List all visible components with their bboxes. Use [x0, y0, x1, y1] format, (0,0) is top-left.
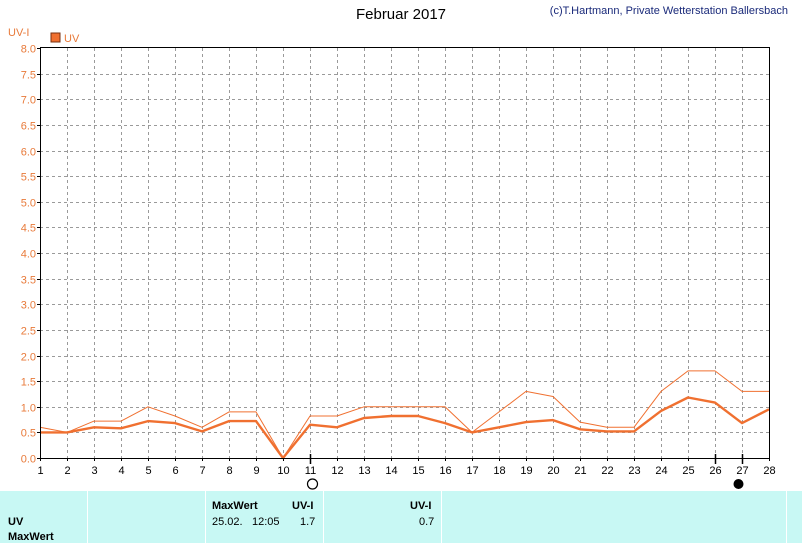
y-tick-label: 7.5: [21, 70, 36, 82]
summary-table: MaxWert UV-I UV-I UV 25.02. 12:05 1.7 0.…: [0, 490, 802, 543]
plot-frame: [40, 47, 770, 459]
x-tick-label: 26: [709, 465, 721, 477]
header-maxwert: MaxWert: [212, 500, 258, 512]
y-tick-label: 6.5: [21, 121, 36, 133]
x-tick-label: 4: [118, 465, 124, 477]
y-tick-label: 3.0: [21, 300, 36, 312]
x-tick-label: 2: [64, 465, 70, 477]
max-time: 12:05: [252, 516, 280, 528]
row-label-maxwert: MaxWert: [8, 531, 54, 543]
x-tick-labels: 1 2 3 4 5 6 7 8 9 10 11 12 13 14 15 16 17 18 19 20 21 22 23 24 2…: [37, 458, 776, 477]
x-tick-label: 12: [331, 465, 343, 477]
x-tick-label: 13: [358, 465, 370, 477]
y-tick-label: 4.0: [21, 249, 36, 261]
y-tick-label: 8.0: [21, 44, 36, 56]
series-lines: [39, 370, 770, 460]
y-tick-labels: 0.0 0.5 1.0 1.5 2.0 2.5 3.0 3.5 4.0 4.5 5.0 5.5 6.0 6…: [21, 44, 40, 466]
x-tick-label: 23: [628, 465, 640, 477]
y-tick-label: 2.5: [21, 326, 36, 338]
x-tick-label: 6: [172, 465, 178, 477]
header-uv-i-max: UV-I: [292, 500, 314, 512]
y-tick-label: 0.0: [21, 454, 36, 466]
x-tick-label: 21: [574, 465, 586, 477]
x-tick-label: 16: [439, 465, 451, 477]
y-tick-label: 1.5: [21, 377, 36, 389]
x-tick-label: 19: [520, 465, 532, 477]
y-tick-label: 5.5: [21, 172, 36, 184]
x-tick-label: 18: [493, 465, 505, 477]
series-line-uv-max: [39, 370, 769, 459]
x-tick-label: 17: [466, 465, 478, 477]
x-tick-label: 22: [601, 465, 613, 477]
chart-title: Februar 2017: [355, 6, 447, 23]
max-value: 1.7: [300, 516, 316, 528]
full-moon-icon: [306, 478, 319, 490]
grid-lines: [40, 48, 769, 458]
legend-label: UV: [64, 33, 80, 45]
y-tick-label: 6.0: [21, 147, 36, 159]
x-tick-label: 14: [385, 465, 397, 477]
max-date: 25.02.: [212, 516, 243, 528]
x-tick-label: 27: [736, 465, 748, 477]
x-tick-label: 20: [547, 465, 559, 477]
x-tick-label: 25: [682, 465, 694, 477]
y-axis-label: UV-I: [8, 27, 29, 39]
x-tick-label: 11: [305, 465, 316, 477]
copyright-text: (c)T.Hartmann, Private Wetterstation Bal…: [549, 5, 788, 17]
current-value: 0.7: [419, 516, 435, 528]
row-label-uv: UV: [8, 516, 24, 528]
y-tick-label: 4.5: [21, 223, 36, 235]
y-tick-label: 2.0: [21, 352, 36, 364]
x-tick-label: 15: [412, 465, 424, 477]
y-tick-label: 0.5: [21, 428, 36, 440]
x-tick-label: 5: [145, 465, 151, 477]
x-tick-label: 28: [763, 465, 775, 477]
legend-swatch: [50, 32, 61, 43]
x-tick-label: 24: [655, 465, 667, 477]
moon-phase-symbols: [306, 454, 744, 490]
uv-line-chart: UV-I UV 0.0 0.5 1.0 1.5 2.0 2.5 3.0 3.5 4.0 4.5 5.…: [8, 27, 776, 490]
x-tick-label: 1: [37, 465, 43, 477]
y-tick-label: 1.0: [21, 403, 36, 415]
y-tick-label: 5.0: [21, 198, 36, 210]
new-moon-icon: [733, 479, 744, 489]
x-tick-label: 3: [91, 465, 97, 477]
header-uv-i-current: UV-I: [410, 500, 432, 512]
series-line-uv: [40, 396, 770, 460]
y-tick-label: 7.0: [21, 95, 36, 107]
x-tick-label: 10: [277, 465, 289, 477]
x-tick-label: 8: [226, 465, 232, 477]
x-tick-label: 7: [199, 465, 205, 477]
x-tick-label: 9: [253, 465, 259, 477]
y-tick-label: 3.5: [21, 275, 36, 287]
